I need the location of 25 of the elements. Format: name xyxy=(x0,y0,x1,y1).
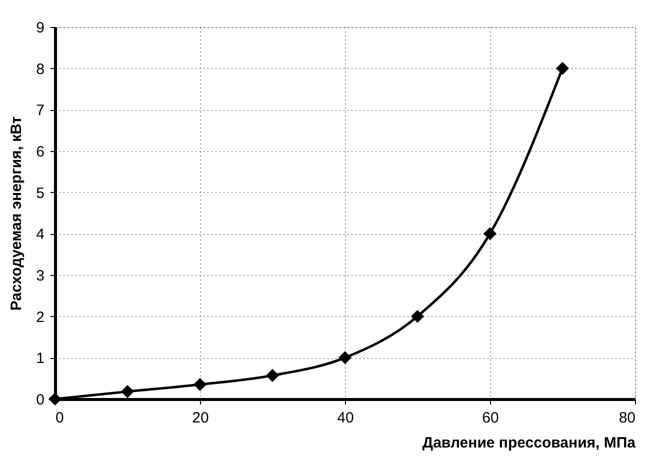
x-tick-label: 80 xyxy=(618,410,636,426)
y-tick-label: 7 xyxy=(36,102,44,120)
point xyxy=(266,368,280,382)
point xyxy=(410,310,424,323)
y-tick-label: 6 xyxy=(36,144,44,160)
y-tick-label: 5 xyxy=(36,184,44,202)
point xyxy=(338,351,352,364)
y-tick-label: 2 xyxy=(36,308,44,326)
point xyxy=(48,392,62,406)
point xyxy=(193,378,207,392)
y-axis-title: Расходуемая энергия, кВт xyxy=(8,116,26,311)
y-tick-label: 9 xyxy=(36,20,44,36)
x-tick-label: 20 xyxy=(192,410,209,426)
x-tick-label: 40 xyxy=(337,410,354,426)
y-tick-label: 4 xyxy=(36,226,44,244)
x-axis-title: Давление прессования, МПа xyxy=(422,434,636,452)
y-tick-label: 0 xyxy=(36,392,44,408)
y-tick-label: 1 xyxy=(36,350,44,368)
y-tick-label: 8 xyxy=(36,60,44,78)
y-tick-label: 3 xyxy=(36,268,44,284)
point xyxy=(483,227,497,240)
point xyxy=(556,62,570,75)
x-tick-label: 0 xyxy=(56,410,64,426)
point xyxy=(120,385,134,398)
x-tick-label: 60 xyxy=(482,410,499,426)
